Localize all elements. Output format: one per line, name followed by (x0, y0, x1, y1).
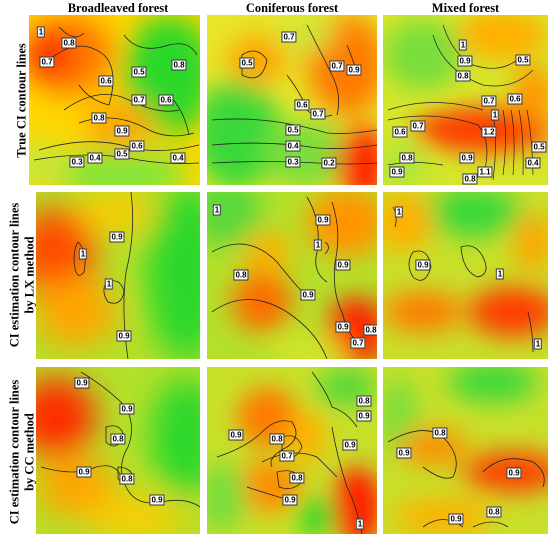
contour-label: 1 (104, 278, 114, 290)
contour-label: 0.8 (233, 269, 249, 281)
contour-label: 0.9 (459, 152, 475, 164)
contour-label: 0.8 (119, 473, 135, 485)
contour-label: 0.2 (321, 157, 337, 169)
contour-label: 0.5 (239, 57, 255, 69)
panel-cc-mixed: 0.8 0.9 0.9 0.8 0.9 (383, 367, 548, 534)
contour-label: 0.7 (481, 95, 497, 107)
panel-true-mixed: 1 0.9 0.8 0.5 0.7 0.6 0.6 0.7 1 1.2 0.8 … (383, 15, 548, 185)
contour-label: 1 (490, 109, 500, 121)
contour-label: 0.8 (455, 70, 471, 82)
contour-label: 0.6 (158, 94, 174, 106)
contour-label: 0.6 (507, 93, 523, 105)
contour-label: 1 (458, 39, 468, 51)
contour-label: 0.4 (285, 140, 301, 152)
contour-label: 0.9 (114, 125, 130, 137)
row-header-line2: by LX method (22, 236, 36, 314)
contour-label: 0.4 (525, 157, 541, 169)
contour-label: 0.5 (515, 54, 531, 66)
contour-label: 0.9 (149, 494, 165, 506)
contour-label: 0.6 (294, 99, 310, 111)
contour-label: 0.9 (76, 466, 92, 478)
panel-lx-mixed: 1 0.9 1 1 (383, 192, 548, 359)
contour-label: 0.8 (462, 173, 478, 185)
contour-label: 0.8 (486, 506, 502, 518)
contour-label: 0.9 (282, 494, 298, 506)
contour-label: 0.8 (91, 112, 107, 124)
contour-label: 0.9 (315, 214, 331, 226)
contour-label: 0.7 (281, 31, 297, 43)
contour-label: 0.9 (300, 289, 316, 301)
contour-label: 0.8 (171, 59, 187, 71)
column-header-mixed: Mixed forest (431, 1, 500, 15)
contour-label: 0.8 (110, 433, 126, 445)
row-header-line1: CI estimation contour lines (7, 202, 21, 348)
contour-label: 0.5 (531, 141, 547, 153)
column-header-coniferous: Coniferous forest (245, 1, 339, 15)
contour-label: 0.8 (399, 152, 415, 164)
contour-label: 0.9 (335, 321, 351, 333)
panel-true-coniferous: 0.7 0.5 0.7 0.9 0.6 0.7 0.5 0.4 0.3 0.2 (207, 15, 377, 185)
contour-label: 0.9 (346, 64, 362, 76)
contour-label: 0.9 (389, 166, 405, 178)
contour-label: 0.8 (61, 37, 77, 49)
contour-label: 0.3 (69, 156, 85, 168)
contour-label: 0.7 (310, 108, 326, 120)
contour-label: 0.4 (170, 152, 186, 164)
contour-label: 0.6 (392, 126, 408, 138)
contour-label: 0.6 (98, 75, 114, 87)
contour-label: 0.9 (342, 439, 358, 451)
contour-label: 0.7 (131, 94, 147, 106)
contour-label: 1 (36, 26, 46, 38)
contour-label: 0.9 (457, 55, 473, 67)
panel-lx-broadleaved: 0.9 1 1 0.9 (36, 192, 200, 359)
contour-label: 1 (313, 239, 323, 251)
row-header-line2: by CC method (22, 413, 36, 491)
contour-label: 1 (394, 206, 404, 218)
contour-label: 0.9 (335, 259, 351, 271)
panel-true-broadleaved: 1 0.8 0.7 0.8 0.5 0.6 0.7 0.6 0.8 0.9 0.… (29, 15, 200, 185)
contour-label: 1 (495, 268, 505, 280)
contour-label: 0.9 (74, 377, 90, 389)
contour-label: 1.2 (481, 126, 497, 138)
contour-label: 0.7 (329, 60, 345, 72)
contour-label: 0.8 (356, 395, 372, 407)
contour-label: 0.8 (432, 427, 448, 439)
contour-label: 0.8 (269, 433, 285, 445)
contour-label: 0.9 (396, 447, 412, 459)
contour-label: 1 (355, 518, 365, 530)
contour-label: 0.9 (116, 330, 132, 342)
contour-label: 0.9 (119, 403, 135, 415)
contour-label: 0.9 (228, 429, 244, 441)
contour-label: 0.7 (350, 337, 366, 349)
contour-label: 0.9 (506, 467, 522, 479)
panel-lx-coniferous: 1 0.9 1 0.9 0.8 0.9 0.9 0.8 0.7 (207, 192, 377, 359)
contour-label: 1.1 (477, 166, 493, 178)
contour-label: 0.5 (114, 148, 130, 160)
panel-cc-broadleaved: 0.9 0.9 0.8 0.8 0.9 0.9 (36, 367, 200, 534)
contour-label: 0.5 (131, 66, 147, 78)
contour-label: 0.8 (289, 472, 305, 484)
contour-label: 0.4 (87, 152, 103, 164)
column-header-broadleaved: Broadleaved forest (67, 1, 169, 15)
contour-label: 1 (212, 204, 222, 216)
contour-label: 0.7 (279, 450, 295, 462)
row-header-line1: True CI contour lines (14, 42, 29, 158)
contour-label: 0.6 (129, 140, 145, 152)
contour-label: 0.7 (410, 120, 426, 132)
contour-label: 1 (533, 338, 543, 350)
contour-label: 0.9 (356, 410, 372, 422)
contour-label: 0.5 (285, 124, 301, 136)
contour-label: 1 (78, 248, 88, 260)
contour-label: 0.3 (285, 156, 301, 168)
contour-label: 0.9 (415, 259, 431, 271)
contour-label: 0.9 (109, 231, 125, 243)
row-header-line1: CI estimation contour lines (7, 379, 21, 525)
contour-label: 0.7 (39, 56, 55, 68)
contour-label: 0.9 (448, 513, 464, 525)
contour-label: 0.8 (363, 324, 377, 336)
panel-cc-coniferous: 0.8 0.9 0.8 0.9 0.7 0.9 0.8 0.9 1 (207, 367, 377, 534)
